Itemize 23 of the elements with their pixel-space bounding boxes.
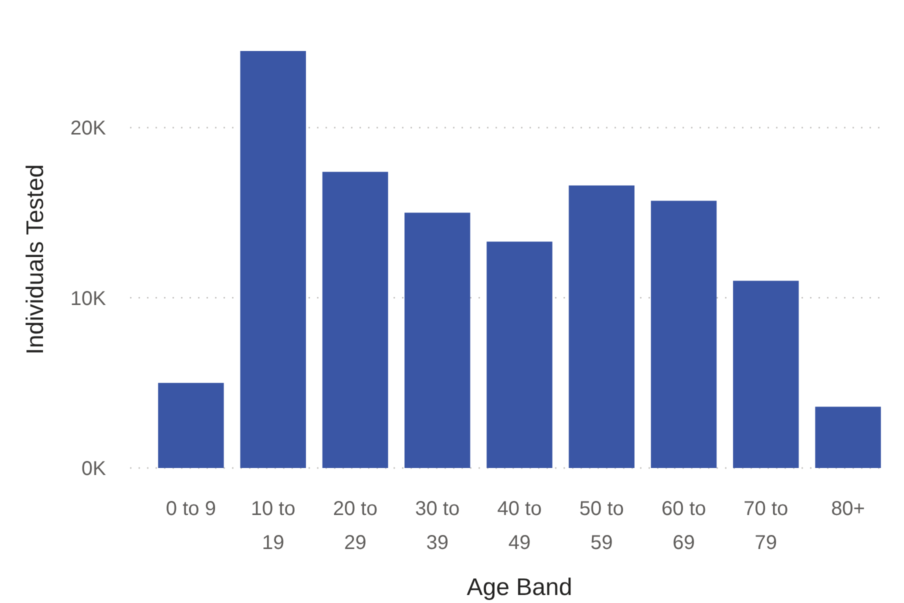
bar bbox=[240, 51, 306, 468]
y-tick-label: 10K bbox=[70, 288, 107, 310]
x-axis-title: Age Band bbox=[466, 574, 572, 601]
bar bbox=[568, 185, 634, 468]
x-tick-label: 60 to 69 bbox=[662, 498, 706, 554]
bar bbox=[322, 172, 388, 468]
bar bbox=[650, 200, 717, 468]
y-tick-label: 20K bbox=[70, 118, 107, 140]
bar bbox=[158, 382, 224, 468]
y-tick-label: 0K bbox=[82, 458, 107, 480]
x-tick-label: 0 to 9 bbox=[166, 498, 216, 520]
x-tick-label: 40 to 49 bbox=[497, 498, 542, 554]
x-tick-label: 70 to 79 bbox=[744, 498, 788, 554]
bar bbox=[815, 406, 881, 468]
x-tick-label: 50 to 59 bbox=[579, 498, 624, 554]
x-tick-label: 30 to 39 bbox=[415, 498, 460, 554]
bar bbox=[733, 280, 799, 468]
x-tick-label: 20 to 29 bbox=[332, 498, 378, 554]
bar bbox=[404, 212, 470, 468]
bar bbox=[486, 242, 552, 468]
x-tick-label: 80+ bbox=[831, 498, 866, 520]
y-axis-title: Individuals Tested bbox=[22, 164, 49, 355]
x-tick-label: 10 to 19 bbox=[250, 498, 296, 554]
